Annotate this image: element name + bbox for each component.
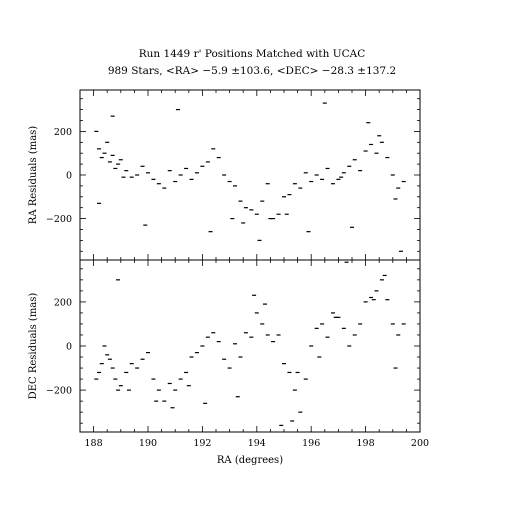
chart-subtitle: 989 Stars, <RA> −5.9 ±103.6, <DEC> −28.3… [108,65,396,77]
ra-panel-ylabel: RA Residuals (mas) [28,126,39,224]
x-tick-label: 192 [193,438,211,449]
dec-panel-ticks: −200 0 200 [46,268,420,424]
x-tick-label: 196 [302,438,320,449]
ra-y-tick-label: 200 [54,127,72,138]
dec-y-tick-label: 200 [54,297,72,308]
ra-residual-points [94,102,406,252]
ra-y-tick-label: 0 [66,171,72,182]
dec-residual-points [94,261,406,426]
x-tick-label: 198 [357,438,375,449]
ra-panel-ticks: −200 0 200 [46,98,420,252]
ra-panel-frame [79,89,421,261]
x-tick-label: 194 [248,438,266,449]
x-tick-label: 190 [139,438,157,449]
ra-y-tick-label: −200 [46,214,72,225]
dec-residuals-panel: −200 0 200 DEC Residuals (mas) [28,259,421,433]
x-tick-label: 200 [411,438,429,449]
dec-panel-frame [79,259,421,433]
chart-title: Run 1449 r' Positions Matched with UCAC [139,48,365,60]
x-axis: 188 190 192 194 196 198 200 [79,90,429,449]
ra-residuals-panel: −200 0 200 RA Residuals (mas) [28,89,421,261]
dec-y-tick-label: −200 [46,386,72,397]
dec-y-tick-label: 0 [66,342,72,353]
x-axis-label: RA (degrees) [217,455,283,466]
dec-panel-ylabel: DEC Residuals (mas) [28,293,39,400]
x-tick-label: 188 [85,438,103,449]
